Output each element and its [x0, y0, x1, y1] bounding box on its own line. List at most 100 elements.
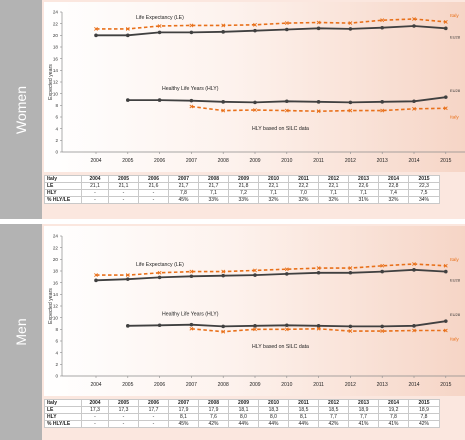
data-point — [253, 327, 257, 332]
y-tick-label: 14 — [53, 68, 59, 73]
panel-side-label: Men — [0, 224, 42, 440]
data-point — [444, 319, 448, 323]
data-point — [380, 25, 385, 30]
data-point — [380, 329, 385, 334]
table-row-header: HLY — [44, 413, 82, 421]
data-point — [443, 263, 448, 268]
table-cell: - — [108, 413, 139, 421]
x-tick-label: 2004 — [90, 382, 101, 388]
table-cell: 32% — [378, 196, 409, 204]
y-tick-label: 10 — [53, 315, 59, 320]
table-row: Italy 2004 2005 2006 2007 2008 2009 2010 2011 201… — [44, 175, 440, 183]
x-tick-label: 2007 — [186, 158, 197, 164]
data-point — [126, 324, 130, 328]
data-point — [380, 324, 385, 329]
table-cell: 42% — [318, 420, 349, 428]
y-tick-label: 24 — [53, 10, 59, 15]
table-cell: 22,3 — [408, 182, 440, 190]
data-point — [94, 33, 98, 38]
table-row: Italy 2004 2005 2006 2007 2008 2009 2010 2011 201… — [44, 399, 440, 407]
table-cell: 2011 — [288, 175, 319, 183]
table-cell: 42% — [198, 420, 229, 428]
table-row: LE 21,1 21,1 21,6 21,7 21,7 21,8 22,1 22,2 22,1 22… — [44, 182, 440, 190]
data-point — [253, 28, 257, 33]
data-point — [348, 329, 353, 334]
table-cell: 7,1 — [318, 189, 349, 197]
x-tick-label: 2014 — [408, 382, 419, 388]
data-point — [412, 262, 416, 266]
data-point — [316, 266, 321, 271]
table-cell: - — [108, 196, 139, 204]
table-cell: 17,9 — [168, 406, 199, 414]
chart-area: 0 2 4 6 8 10 12 14 16 18 20 22 24 2004 2005 2006 2007 200… — [44, 2, 465, 172]
table-cell: 21,7 — [198, 182, 229, 190]
table-cell: 7,1 — [198, 189, 229, 197]
table-cell: 2009 — [228, 399, 259, 407]
table-cell: 17,7 — [138, 406, 169, 414]
table-cell: 18,9 — [348, 406, 379, 414]
data-point — [125, 273, 130, 278]
table-cell: 2013 — [348, 175, 379, 183]
series-label: EU28 — [450, 34, 461, 39]
x-tick-label: 2015 — [440, 382, 451, 388]
series-label: Italy — [450, 114, 459, 120]
table-cell: 7,6 — [198, 413, 229, 421]
x-tick-label: 2010 — [281, 158, 292, 164]
y-tick-label: 4 — [55, 350, 58, 355]
data-point — [316, 324, 321, 328]
data-point — [285, 27, 289, 32]
y-tick-label: 6 — [55, 339, 58, 344]
table-cell: 31% — [348, 196, 379, 204]
table-row-header: HLY — [44, 189, 82, 197]
data-point — [285, 272, 289, 276]
table-cell: - — [108, 189, 139, 197]
data-point — [189, 23, 194, 28]
data-point — [412, 328, 416, 333]
table-cell: 21,8 — [228, 182, 259, 190]
table-cell: 2005 — [108, 399, 139, 407]
data-point — [126, 98, 130, 102]
data-point — [253, 273, 257, 277]
y-tick-label: 0 — [55, 374, 58, 379]
table-cell: 2012 — [318, 399, 349, 407]
data-point — [221, 100, 225, 104]
table-row: LE 17,3 17,3 17,7 17,9 17,9 18,1 18,3 18,5 18,5 18… — [44, 406, 440, 414]
data-point — [253, 268, 257, 273]
data-point — [189, 104, 194, 109]
table-row: HLY - - -8,1 7,6 8,0 8,0 8,1 7,7 7,7 7,8 7,8 — [44, 413, 440, 421]
table-cell: 17,3 — [108, 406, 139, 414]
data-point — [348, 270, 353, 275]
table-row-header: % HLY/LE — [44, 420, 82, 428]
data-point — [380, 18, 385, 23]
x-tick-label: 2007 — [186, 382, 197, 388]
table-cell: 18,5 — [318, 406, 349, 414]
data-point — [285, 99, 289, 104]
data-point — [444, 95, 448, 99]
data-point — [221, 329, 226, 334]
table-cell: 2007 — [168, 399, 199, 407]
x-tick-label: 2010 — [281, 382, 292, 388]
series-line — [96, 18, 446, 30]
table-cell: 7,7 — [318, 413, 349, 421]
table-cell: - — [138, 196, 169, 204]
data-point — [157, 275, 162, 280]
annotation: HLY based on SILC data — [252, 344, 309, 350]
table-cell: 2015 — [408, 175, 440, 183]
y-axis-label: Expected years — [48, 64, 54, 100]
table-cell: 41% — [378, 420, 409, 428]
data-point — [157, 98, 162, 102]
table-cell: 2008 — [198, 399, 229, 407]
table-cell: 2010 — [258, 175, 289, 183]
y-tick-label: 24 — [53, 234, 59, 239]
data-table: Italy 2004 2005 2006 2007 2008 2009 2010 2011 201… — [44, 175, 440, 204]
chart-area: 0 2 4 6 8 10 12 14 16 18 20 22 24 2004 2005 2006 2007 200… — [44, 226, 465, 396]
data-point — [380, 100, 385, 104]
data-point — [284, 21, 289, 26]
panel-side-label: Women — [0, 0, 42, 219]
x-tick-label: 2006 — [154, 158, 165, 164]
table-cell: 7,1 — [258, 189, 289, 197]
data-point — [348, 27, 353, 31]
table-cell: 22,1 — [318, 182, 349, 190]
table-cell: 19,2 — [378, 406, 409, 414]
data-point — [348, 100, 353, 105]
